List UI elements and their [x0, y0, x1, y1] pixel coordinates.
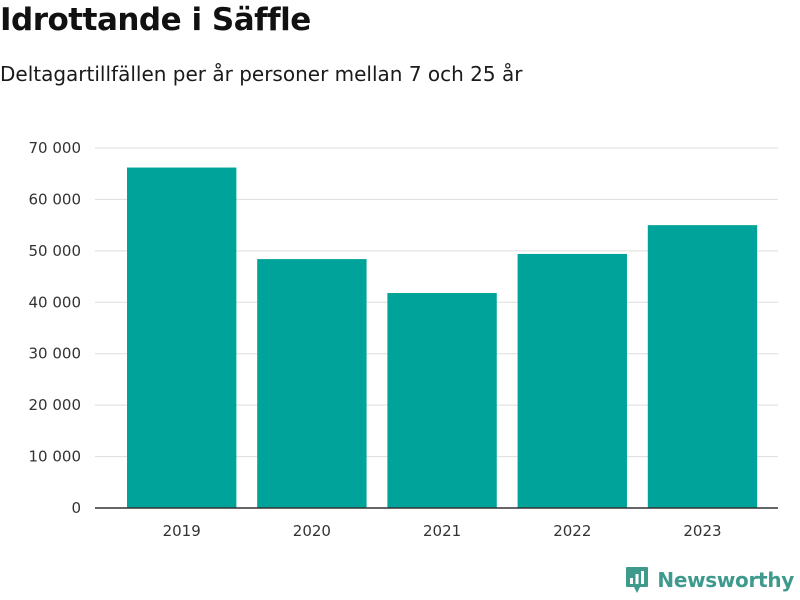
newsworthy-logo-icon	[626, 567, 649, 593]
x-tick-label: 2021	[423, 522, 461, 540]
bar-2019	[127, 167, 237, 509]
chart-subtitle: Deltagartillfällen per år personer mella…	[0, 62, 523, 86]
y-tick-label: 50 000	[29, 242, 82, 260]
bar-2022	[517, 253, 627, 508]
x-tick-label: 2022	[553, 522, 591, 540]
x-axis-ticks: 2019 2020 2021 2022 2023	[163, 522, 722, 540]
y-tick-label: 10 000	[29, 448, 82, 466]
newsworthy-brand: Newsworthy	[625, 566, 794, 594]
y-tick-label: 30 000	[29, 345, 82, 363]
x-tick-label: 2020	[293, 522, 331, 540]
bar-2023	[647, 225, 758, 508]
x-tick-label: 2019	[163, 522, 201, 540]
y-tick-label: 60 000	[29, 190, 82, 208]
bars	[127, 167, 758, 509]
bar-2021	[387, 293, 497, 508]
bar-2020	[257, 259, 367, 508]
brand-name: Newsworthy	[657, 568, 794, 592]
x-tick-label: 2023	[683, 522, 721, 540]
y-tick-label: 70 000	[29, 139, 82, 157]
chart-title: Idrottande i Säffle	[0, 2, 311, 38]
y-tick-label: 40 000	[29, 293, 82, 311]
y-tick-label: 20 000	[29, 396, 82, 414]
y-axis-ticks: 0 10 000 20 000 30 000 40 000 50 000 60 000 70 …	[29, 139, 82, 517]
y-tick-label: 0	[71, 499, 81, 517]
